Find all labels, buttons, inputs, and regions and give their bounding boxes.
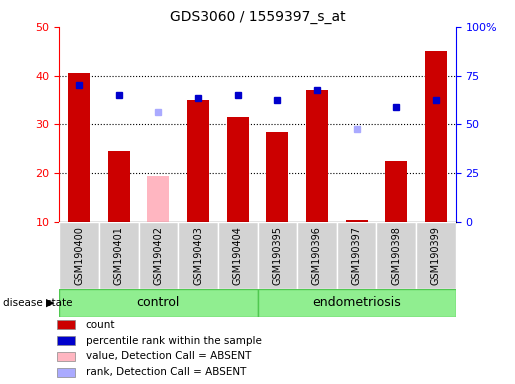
Bar	[227, 117, 249, 222]
Bar	[376, 222, 416, 289]
Bar	[187, 100, 209, 222]
Bar	[108, 151, 130, 222]
Text: GSM190400: GSM190400	[74, 226, 84, 285]
Bar	[178, 222, 218, 289]
Text: GSM190403: GSM190403	[193, 226, 203, 285]
Text: control: control	[136, 296, 180, 310]
Bar	[68, 73, 90, 222]
Bar	[57, 336, 75, 345]
Text: GSM190401: GSM190401	[114, 226, 124, 285]
Bar	[297, 222, 337, 289]
Bar	[346, 220, 368, 222]
Bar	[218, 222, 258, 289]
Text: GSM190397: GSM190397	[352, 226, 362, 285]
Bar	[139, 222, 178, 289]
Bar	[57, 368, 75, 377]
Text: disease state: disease state	[3, 298, 72, 308]
Bar	[57, 320, 75, 329]
Text: GSM190399: GSM190399	[431, 226, 441, 285]
Title: GDS3060 / 1559397_s_at: GDS3060 / 1559397_s_at	[169, 10, 346, 25]
Text: GSM190404: GSM190404	[233, 226, 243, 285]
Text: endometriosis: endometriosis	[312, 296, 401, 310]
Bar	[57, 352, 75, 361]
Bar	[59, 289, 258, 317]
Text: ▶: ▶	[46, 298, 55, 308]
Bar	[258, 222, 297, 289]
Text: count: count	[85, 320, 115, 330]
Bar	[258, 289, 456, 317]
Bar	[425, 51, 447, 222]
Text: GSM190395: GSM190395	[272, 226, 282, 285]
Text: GSM190396: GSM190396	[312, 226, 322, 285]
Text: percentile rank within the sample: percentile rank within the sample	[85, 336, 262, 346]
Bar	[385, 161, 407, 222]
Bar	[306, 90, 328, 222]
Text: value, Detection Call = ABSENT: value, Detection Call = ABSENT	[85, 351, 251, 361]
Bar	[266, 132, 288, 222]
Text: GSM190398: GSM190398	[391, 226, 401, 285]
Bar	[59, 222, 99, 289]
Bar	[147, 175, 169, 222]
Bar	[416, 222, 456, 289]
Text: GSM190402: GSM190402	[153, 226, 163, 285]
Text: rank, Detection Call = ABSENT: rank, Detection Call = ABSENT	[85, 367, 246, 377]
Bar	[337, 222, 376, 289]
Bar	[99, 222, 139, 289]
